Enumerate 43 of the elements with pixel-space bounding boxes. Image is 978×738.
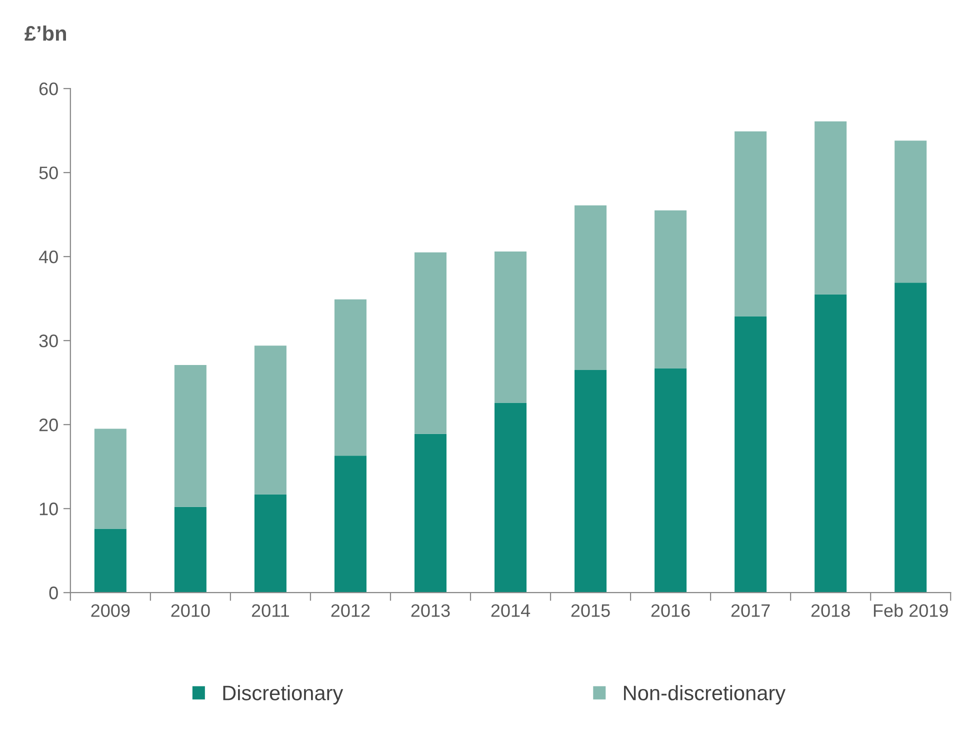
x-tick-label: 2009 — [91, 604, 130, 617]
bar — [574, 370, 607, 593]
legend-label: Discretionary — [223, 685, 344, 704]
bar — [894, 140, 927, 283]
bar — [814, 294, 847, 593]
x-tick-label: 2015 — [571, 604, 610, 617]
bar — [174, 506, 206, 593]
bar — [494, 252, 527, 403]
x-tick-label: 2017 — [731, 604, 770, 617]
y-tick-label: 50 — [39, 166, 58, 180]
bar — [254, 346, 286, 494]
y-axis-title: £’bn — [24, 25, 66, 41]
x-tick-label: 2012 — [331, 604, 370, 617]
bar — [814, 121, 847, 294]
bar — [734, 316, 767, 593]
bar — [654, 368, 687, 593]
y-tick-label: 10 — [40, 502, 58, 516]
x-tick-label: 2013 — [411, 604, 450, 617]
bar — [174, 364, 206, 507]
bar — [414, 434, 446, 593]
bar — [414, 252, 446, 434]
x-tick-label: 2016 — [651, 604, 690, 617]
bar — [94, 428, 126, 529]
bar — [654, 210, 687, 368]
bar — [334, 299, 366, 456]
legend-label: Non-discretionary — [624, 685, 786, 704]
bar — [894, 282, 927, 593]
x-tick-label: 2010 — [171, 604, 210, 617]
bar — [94, 528, 126, 593]
y-tick-label: 30 — [39, 334, 58, 348]
bar — [254, 494, 286, 593]
y-tick-label: 20 — [39, 418, 58, 432]
y-tick-label: 40 — [38, 250, 58, 264]
x-tick-label: 2011 — [252, 604, 289, 617]
x-tick-label: 2018 — [811, 604, 850, 617]
bar — [734, 131, 767, 316]
bar — [334, 456, 366, 593]
x-tick-label: Feb 2019 — [874, 604, 948, 617]
y-tick-label: 0 — [49, 586, 58, 600]
bar — [494, 402, 527, 593]
x-tick-label: 2014 — [491, 604, 530, 617]
bar — [574, 205, 607, 370]
y-tick-label: 60 — [39, 82, 58, 96]
